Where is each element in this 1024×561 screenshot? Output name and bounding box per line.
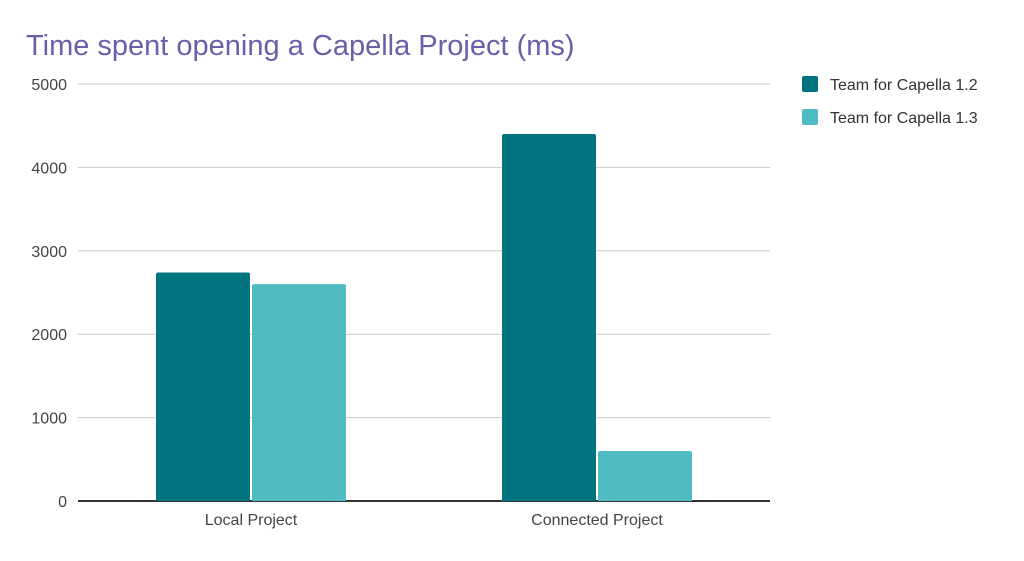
y-tick-label: 0 (58, 494, 67, 511)
y-tick-label: 4000 (31, 160, 67, 177)
bar-connected-project-series-2 (598, 450, 692, 501)
legend-item: Team for Capella 1.2 (802, 76, 978, 94)
legend-label: Team for Capella 1.3 (830, 110, 978, 127)
y-tick-label: 1000 (31, 411, 67, 428)
legend-item: Team for Capella 1.3 (802, 109, 978, 127)
bar-local-project-series-1 (156, 272, 250, 501)
legend-label: Team for Capella 1.2 (830, 77, 978, 94)
y-tick-label: 5000 (31, 77, 67, 94)
x-tick-label: Local Project (205, 512, 298, 529)
bar-local-project-series-2 (252, 284, 346, 501)
x-tick-label: Connected Project (531, 512, 663, 529)
legend-swatch (802, 76, 818, 92)
legend-swatch (802, 109, 818, 125)
chart-title: Time spent opening a Capella Project (ms… (26, 30, 575, 62)
bar-connected-project-series-1 (502, 134, 596, 502)
y-tick-label: 3000 (31, 244, 67, 261)
y-tick-label: 2000 (31, 327, 67, 344)
